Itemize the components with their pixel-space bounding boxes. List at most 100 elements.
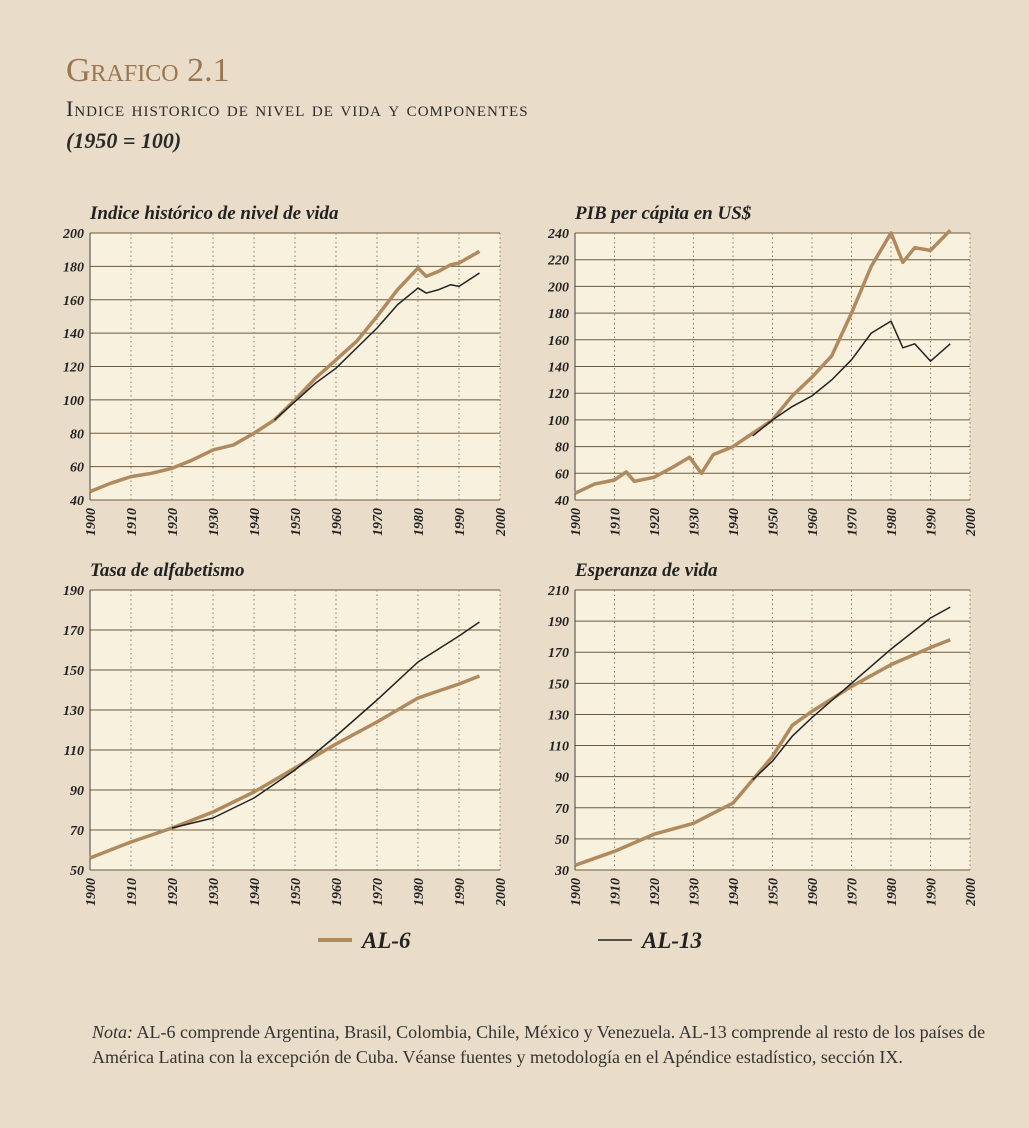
- y-tick-label: 240: [547, 227, 569, 242]
- series-line: [273, 272, 480, 421]
- y-tick-label: 50: [555, 833, 569, 848]
- y-tick-label: 190: [63, 584, 84, 599]
- x-tick-label: 2000: [494, 878, 509, 907]
- note-text: AL-6 comprende Argentina, Brasil, Colomb…: [92, 1022, 986, 1067]
- y-tick-label: 50: [70, 864, 84, 879]
- x-tick-label: 1900: [569, 878, 584, 906]
- x-tick-label: 1900: [84, 878, 99, 906]
- y-tick-label: 100: [63, 394, 84, 409]
- y-tick-label: 110: [64, 744, 84, 759]
- x-tick-label: 1990: [453, 508, 468, 536]
- series-line: [752, 606, 951, 781]
- y-tick-label: 130: [63, 704, 84, 719]
- x-tick-label: 1950: [289, 878, 304, 906]
- y-tick-label: 100: [548, 414, 569, 429]
- y-tick-label: 150: [63, 664, 84, 679]
- figure-base: (1950 = 100): [66, 128, 182, 153]
- y-tick-label: 70: [70, 824, 84, 839]
- x-tick-label: 1940: [727, 878, 742, 906]
- legend-label: AL-6: [360, 928, 411, 953]
- y-tick-label: 140: [548, 361, 569, 376]
- series-line: [752, 320, 951, 437]
- x-tick-label: 1940: [248, 508, 263, 536]
- y-tick-label: 220: [547, 254, 569, 269]
- y-tick-label: 150: [548, 677, 569, 692]
- y-tick-label: 180: [548, 307, 569, 322]
- y-tick-label: 80: [70, 427, 84, 442]
- x-tick-label: 2000: [964, 508, 979, 537]
- x-tick-label: 1970: [371, 878, 386, 906]
- y-tick-label: 140: [63, 327, 84, 342]
- y-tick-label: 60: [555, 467, 569, 482]
- x-tick-label: 1970: [846, 878, 861, 906]
- series-line: [89, 249, 481, 494]
- chart-title: Tasa de alfabetismo: [90, 560, 244, 581]
- y-tick-label: 90: [70, 784, 84, 799]
- y-tick-label: 70: [555, 802, 569, 817]
- x-tick-label: 1920: [166, 878, 181, 906]
- x-tick-label: 1960: [330, 508, 345, 536]
- x-tick-label: 1910: [125, 878, 140, 906]
- x-tick-label: 1920: [648, 508, 663, 536]
- y-tick-label: 170: [63, 624, 84, 639]
- x-tick-label: 1900: [84, 508, 99, 536]
- y-tick-label: 160: [63, 294, 84, 309]
- y-tick-label: 80: [555, 441, 569, 456]
- x-tick-label: 1960: [330, 878, 345, 906]
- x-tick-label: 1940: [248, 878, 263, 906]
- x-tick-label: 1950: [767, 508, 782, 536]
- x-tick-label: 1920: [648, 878, 663, 906]
- x-tick-label: 1940: [727, 508, 742, 536]
- chart-title: PIB per cápita en US$: [574, 203, 752, 224]
- y-tick-label: 130: [548, 708, 569, 723]
- y-tick-label: 30: [554, 864, 569, 879]
- y-tick-label: 190: [548, 615, 569, 630]
- charts: Indice histórico de nivel de vida 40 60 80 1…: [62, 203, 979, 953]
- chart-title: Esperanza de vida: [574, 560, 718, 581]
- y-tick-label: 180: [63, 260, 84, 275]
- y-tick-label: 120: [63, 361, 84, 376]
- x-tick-label: 1920: [166, 508, 181, 536]
- figure-subtitle: Indice historico de nivel de vida y comp…: [66, 96, 529, 121]
- x-tick-label: 1900: [569, 508, 584, 536]
- series-line: [574, 229, 952, 495]
- x-tick-label: 2000: [964, 878, 979, 907]
- x-tick-label: 1990: [925, 878, 940, 906]
- x-tick-label: 2000: [494, 508, 509, 537]
- y-tick-label: 170: [548, 646, 569, 661]
- x-tick-label: 1990: [453, 878, 468, 906]
- x-tick-label: 1960: [806, 508, 821, 536]
- x-tick-label: 1980: [412, 878, 427, 906]
- y-tick-label: 60: [70, 461, 84, 476]
- x-tick-label: 1910: [609, 508, 624, 536]
- x-tick-label: 1950: [767, 878, 782, 906]
- note-label: Nota:: [92, 1022, 134, 1042]
- legend-label: AL-13: [640, 928, 702, 953]
- x-tick-label: 1930: [207, 508, 222, 536]
- x-tick-label: 1910: [609, 878, 624, 906]
- x-tick-label: 1970: [371, 508, 386, 536]
- y-tick-label: 110: [549, 740, 569, 755]
- x-tick-label: 1960: [806, 878, 821, 906]
- chart-title: Indice histórico de nivel de vida: [89, 203, 339, 224]
- y-tick-label: 120: [548, 387, 569, 402]
- x-tick-label: 1930: [207, 878, 222, 906]
- series-line: [574, 638, 951, 867]
- series-line: [171, 621, 480, 829]
- series-line: [89, 674, 481, 860]
- y-tick-label: 40: [554, 494, 569, 509]
- x-tick-label: 1980: [885, 878, 900, 906]
- x-tick-label: 1910: [125, 508, 140, 536]
- x-tick-label: 1970: [846, 508, 861, 536]
- x-tick-label: 1980: [885, 508, 900, 536]
- x-tick-label: 1950: [289, 508, 304, 536]
- figure-title: Grafico 2.1: [66, 52, 230, 89]
- y-tick-label: 40: [69, 494, 84, 509]
- x-tick-label: 1930: [688, 508, 703, 536]
- y-tick-label: 90: [555, 771, 569, 786]
- x-tick-label: 1990: [925, 508, 940, 536]
- y-tick-label: 200: [62, 227, 84, 242]
- note: Nota: AL-6 comprende Argentina, Brasil, …: [92, 1020, 992, 1070]
- x-tick-label: 1930: [688, 878, 703, 906]
